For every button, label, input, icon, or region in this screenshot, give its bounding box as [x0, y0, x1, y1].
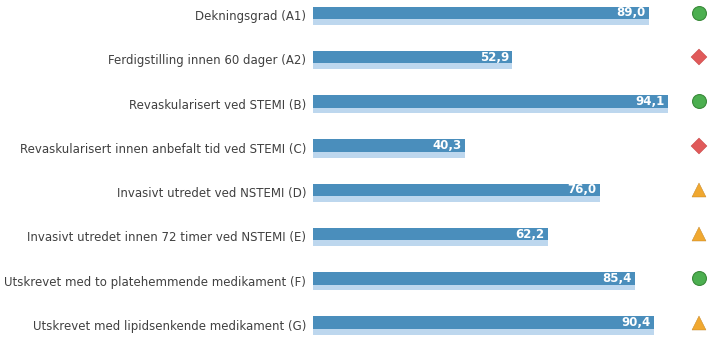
- Bar: [313, 316, 654, 329]
- Text: 90,4: 90,4: [621, 316, 651, 329]
- Bar: [313, 327, 654, 335]
- Text: 62,2: 62,2: [516, 228, 545, 241]
- Bar: [313, 61, 513, 69]
- Text: 40,3: 40,3: [433, 139, 462, 152]
- Text: 85,4: 85,4: [603, 272, 632, 285]
- Bar: [313, 272, 635, 285]
- Bar: [313, 51, 513, 63]
- Bar: [313, 95, 668, 107]
- Bar: [313, 150, 465, 158]
- Bar: [313, 139, 465, 152]
- Text: 76,0: 76,0: [568, 183, 596, 196]
- Bar: [313, 194, 600, 202]
- Text: 89,0: 89,0: [616, 6, 646, 19]
- Bar: [313, 17, 649, 25]
- Bar: [313, 238, 548, 246]
- Bar: [313, 7, 649, 19]
- Bar: [313, 282, 635, 291]
- Bar: [313, 228, 548, 240]
- Text: 94,1: 94,1: [636, 95, 665, 108]
- Text: 52,9: 52,9: [480, 50, 509, 64]
- Bar: [313, 105, 668, 113]
- Bar: [313, 184, 600, 196]
